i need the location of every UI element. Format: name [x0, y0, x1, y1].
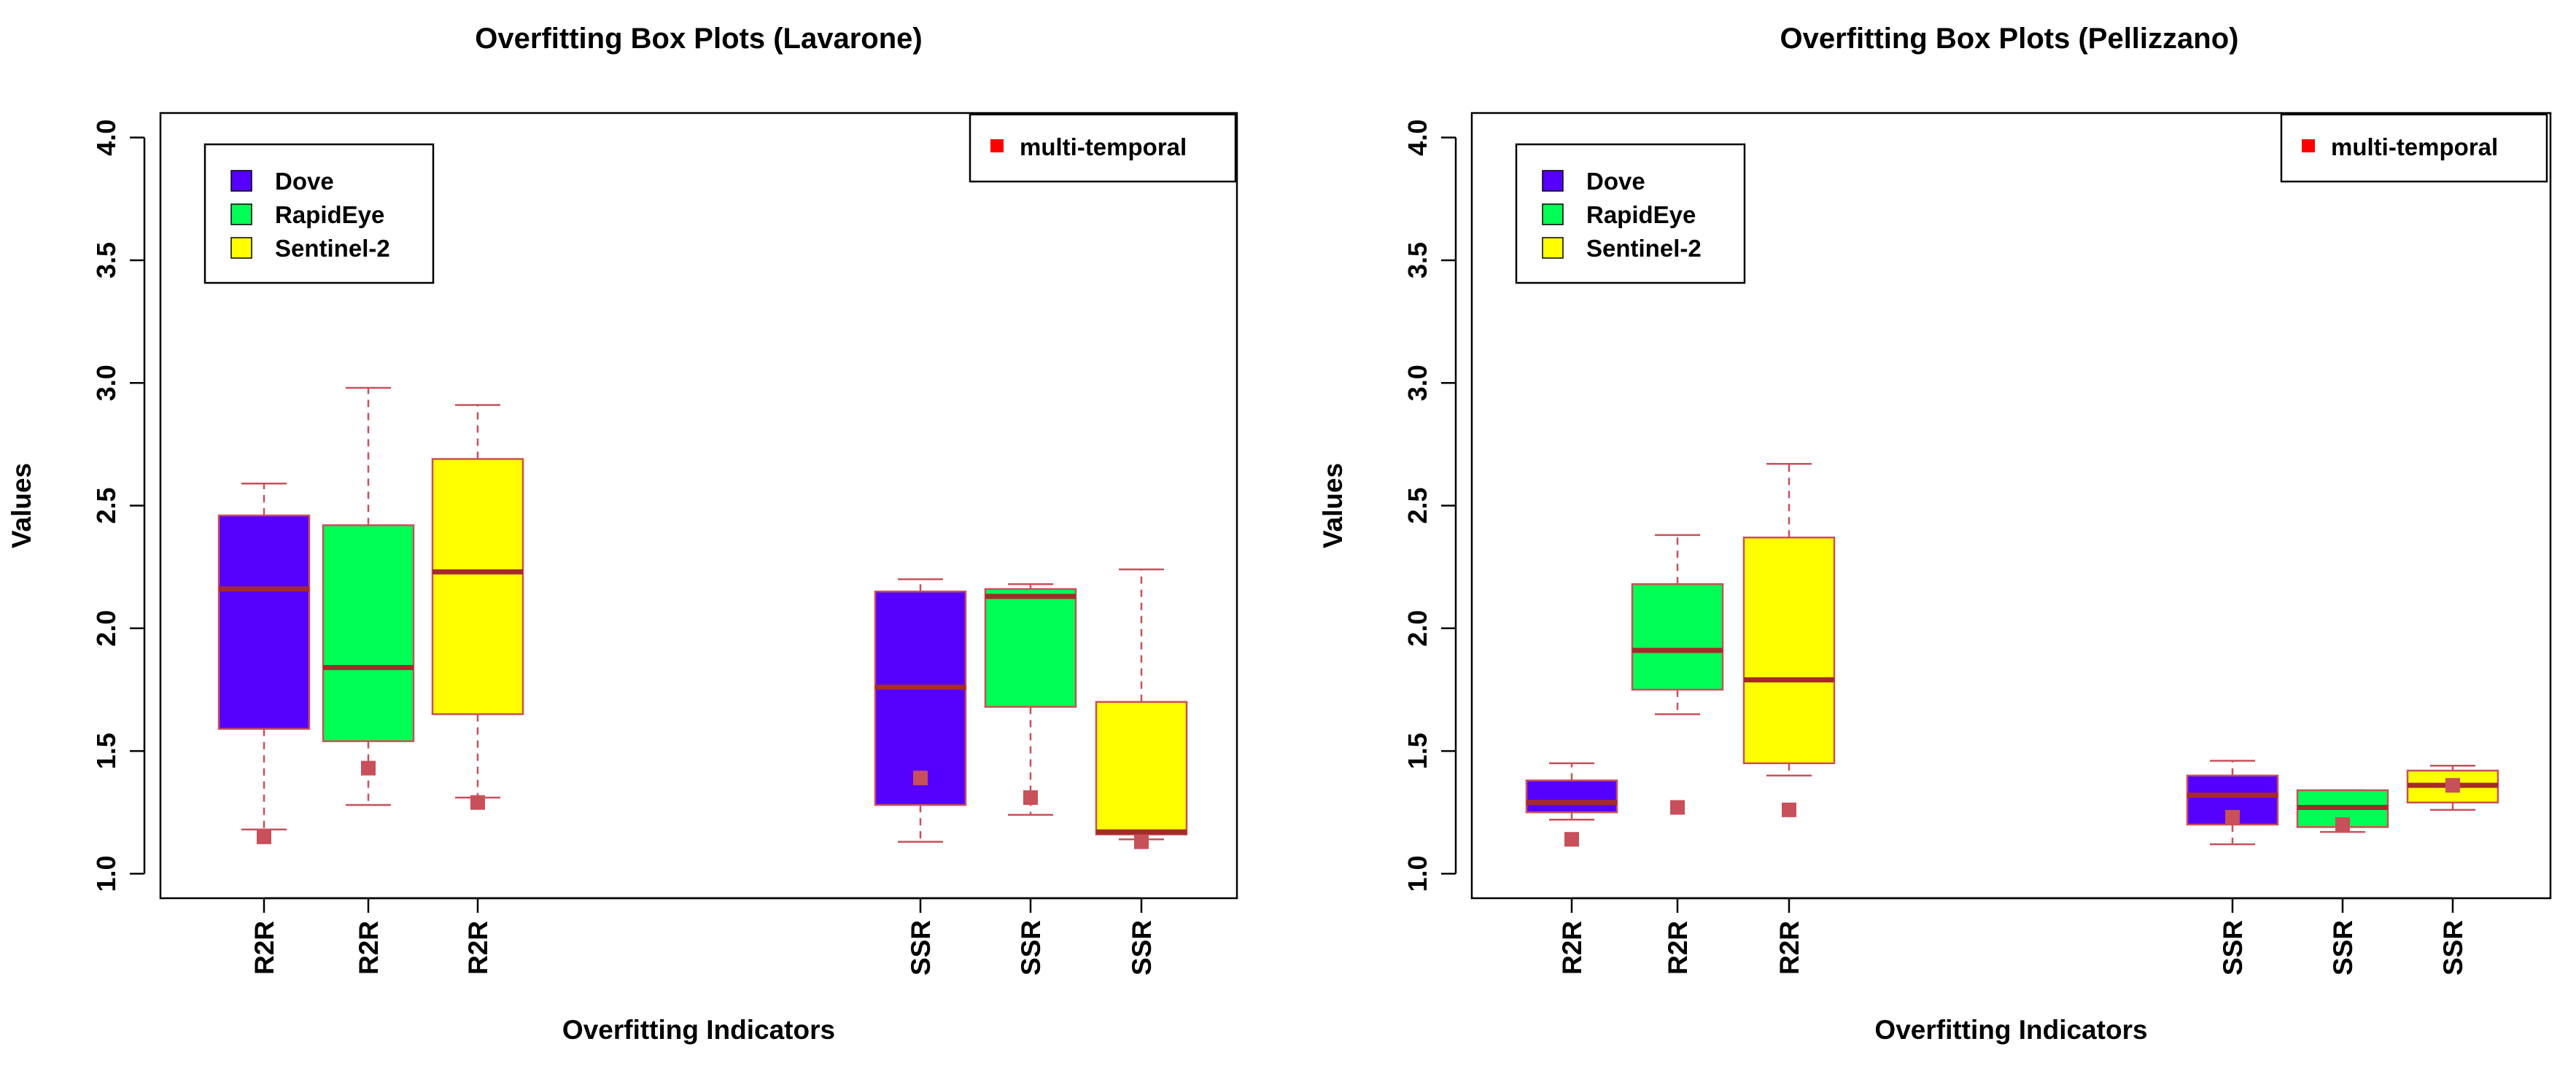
- chart-title: Overfitting Box Plots (Pellizzano): [1780, 23, 2239, 55]
- x-tick-label: R2R: [1774, 921, 1804, 975]
- y-tick-label: 1.0: [91, 855, 121, 892]
- legend-entry-label: Dove: [275, 168, 334, 195]
- multi-temporal-point: [1023, 790, 1038, 806]
- legend-entry-label: Sentinel-2: [275, 235, 390, 262]
- x-tick-label: SSR: [2218, 920, 2248, 975]
- y-tick-label: 3.0: [1403, 365, 1432, 401]
- y-axis-label: Values: [7, 463, 36, 548]
- legend-swatch-dove: [230, 170, 252, 192]
- box-r2r-rapideye: R2R: [1631, 534, 1724, 975]
- x-tick-label: SSR: [1016, 920, 1046, 975]
- x-tick-label: R2R: [354, 921, 384, 975]
- box-iqr: [431, 458, 524, 715]
- sensor-legend: Dove RapidEye Sentinel-2: [203, 143, 435, 284]
- x-tick-label: R2R: [463, 921, 493, 975]
- x-tick-label: SSR: [2438, 920, 2468, 975]
- box-iqr: [1095, 701, 1188, 836]
- y-tick-label: 3.5: [91, 242, 121, 279]
- box-iqr: [322, 524, 415, 742]
- x-axis-label: Overfitting Indicators: [562, 1015, 835, 1045]
- multi-temporal-point: [913, 771, 928, 786]
- legend-entry-label: Dove: [1586, 168, 1645, 195]
- x-tick-label: R2R: [1663, 921, 1693, 975]
- box-iqr: [217, 514, 311, 731]
- multi-temporal-point: [361, 760, 376, 776]
- multi-temporal-point: [1134, 834, 1149, 849]
- y-tick-label: 1.5: [91, 733, 121, 769]
- box-r2r-sentinel-2: R2R: [431, 404, 524, 975]
- box-iqr: [874, 591, 967, 806]
- legend-entry-label: RapidEye: [275, 201, 384, 228]
- legend-marker-swatch: [990, 139, 1004, 152]
- legend-frame: [969, 113, 1237, 183]
- box-iqr: [1742, 537, 1836, 765]
- x-tick-label: R2R: [249, 921, 279, 975]
- multi-temporal-point: [257, 829, 271, 844]
- y-tick-label: 1.5: [1403, 733, 1432, 769]
- x-tick-label: R2R: [1557, 921, 1587, 975]
- legend-marker-label: multi-temporal: [1020, 133, 1187, 160]
- x-tick-label: SSR: [906, 920, 936, 975]
- y-tick-label: 2.0: [1403, 610, 1432, 647]
- multi-temporal-point: [2445, 778, 2460, 793]
- y-tick-label: 4.0: [91, 120, 121, 156]
- box-ssr-rapideye: SSR: [2296, 789, 2389, 975]
- legend-entry-label: RapidEye: [1586, 201, 1696, 228]
- box-r2r-dove: R2R: [1525, 762, 1618, 975]
- box-ssr-sentinel-2: SSR: [1095, 568, 1188, 975]
- x-axis-label: Overfitting Indicators: [1874, 1015, 2147, 1045]
- multi-temporal-point: [2335, 817, 2350, 833]
- multi-temporal-point: [1564, 832, 1579, 847]
- chart-panel-2: Overfitting Box Plots (Pellizzano) 1.0 1.5…: [1318, 23, 2552, 1045]
- multi-temporal-point: [2225, 809, 2240, 825]
- legend-swatch-sentinel-2: [230, 237, 252, 259]
- y-tick-label: 3.0: [91, 365, 121, 401]
- multi-temporal-point: [1670, 800, 1685, 815]
- chart-title: Overfitting Box Plots (Lavarone): [475, 23, 922, 55]
- box-r2r-rapideye: R2R: [322, 386, 415, 975]
- x-tick-label: SSR: [2328, 920, 2358, 975]
- multi-temporal-point: [1782, 802, 1796, 817]
- legend-frame: [2280, 113, 2548, 183]
- box-iqr: [984, 588, 1077, 708]
- y-tick-label: 2.5: [91, 487, 121, 523]
- marker-legend: multi-temporal: [969, 113, 1237, 183]
- legend-swatch-rapideye: [1542, 203, 1564, 225]
- box-iqr: [1525, 779, 1618, 814]
- y-tick-label: 2.0: [91, 610, 121, 647]
- legend-swatch-rapideye: [230, 203, 252, 225]
- x-tick-label: SSR: [1127, 920, 1157, 975]
- box-r2r-dove: R2R: [217, 482, 311, 975]
- box-r2r-sentinel-2: R2R: [1742, 463, 1836, 975]
- y-tick-label: 2.5: [1403, 487, 1432, 523]
- y-tick-label: 1.0: [1403, 855, 1432, 892]
- chart-panel-1: Overfitting Box Plots (Lavarone) 1.0 1.5 2.…: [7, 23, 1238, 1045]
- box-iqr: [1631, 583, 1724, 691]
- legend-swatch-sentinel-2: [1542, 237, 1564, 259]
- y-tick-label: 4.0: [1403, 120, 1432, 156]
- sensor-legend: Dove RapidEye Sentinel-2: [1515, 143, 1746, 284]
- multi-temporal-point: [470, 795, 485, 810]
- box-ssr-sentinel-2: SSR: [2406, 765, 2499, 975]
- box-ssr-dove: SSR: [2186, 760, 2279, 975]
- legend-marker-label: multi-temporal: [2331, 133, 2498, 160]
- y-axis-label: Values: [1318, 463, 1348, 548]
- box-ssr-rapideye: SSR: [984, 583, 1077, 975]
- legend-swatch-dove: [1542, 170, 1564, 192]
- box-ssr-dove: SSR: [874, 578, 967, 975]
- y-tick-label: 3.5: [1403, 242, 1432, 279]
- legend-entry-label: Sentinel-2: [1586, 235, 1702, 262]
- marker-legend: multi-temporal: [2280, 113, 2548, 183]
- legend-marker-swatch: [2302, 139, 2315, 152]
